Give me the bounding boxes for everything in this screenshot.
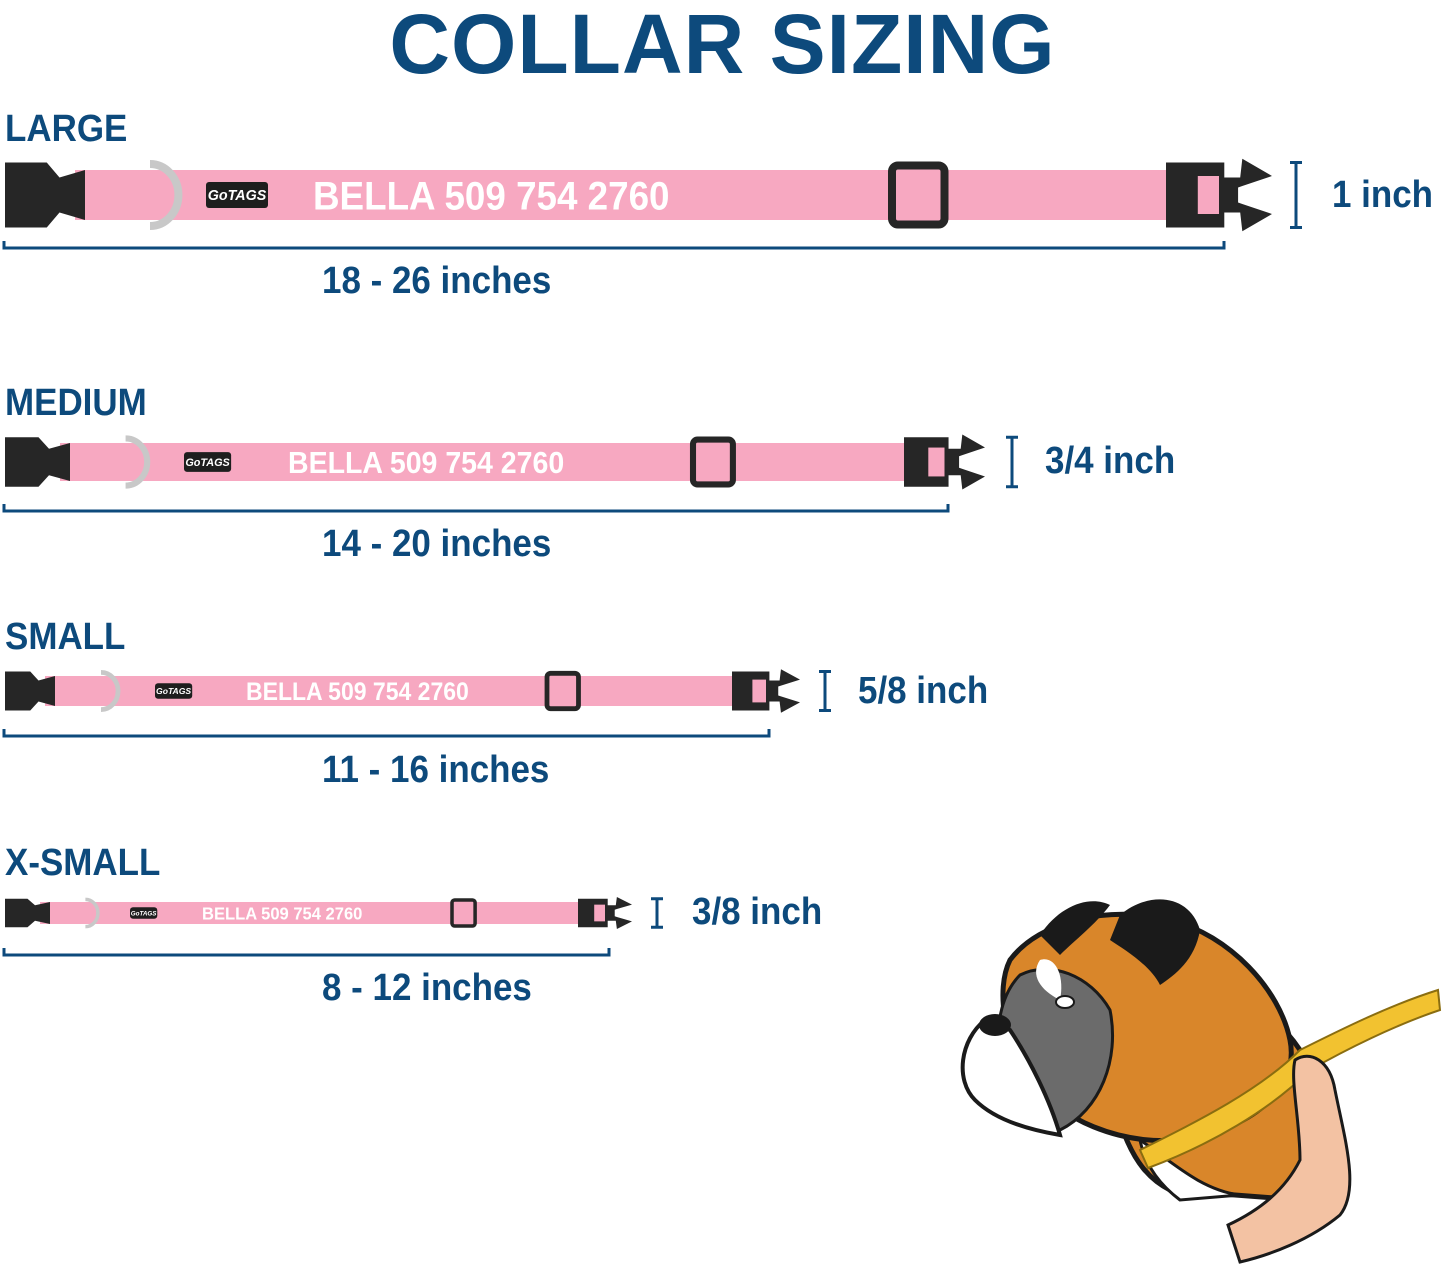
buckle-window [594, 904, 605, 922]
d-ring-icon [149, 160, 183, 230]
width-bracket-icon [651, 897, 663, 929]
width-large: 1 inch [1332, 174, 1434, 216]
collar-name-text: BELLA 509 754 2760 [202, 903, 362, 924]
page-title: COLLAR SIZING [389, 0, 1056, 91]
buckle-female-icon [5, 898, 50, 928]
slider-icon [888, 161, 949, 229]
width-small: 5/8 inch [858, 670, 989, 712]
collar-large: GoTAGS BELLA 509 754 2760 [2, 158, 1302, 250]
collar-name-text: BELLA 509 754 2760 [313, 174, 670, 219]
range-small: 11 - 16 inches [322, 749, 550, 791]
width-xsmall: 3/8 inch [692, 891, 823, 933]
collar-medium: GoTAGS BELLA 509 754 2760 [2, 434, 1018, 513]
buckle-window [752, 679, 766, 703]
buckle-female-icon [5, 437, 70, 487]
logo-text: GoTAGS [131, 910, 158, 917]
logo-tag [206, 182, 268, 208]
buckle-female-icon [5, 162, 85, 228]
slider-icon [544, 670, 581, 712]
collar-name-text: BELLA 509 754 2760 [246, 678, 469, 706]
slider-icon [450, 898, 477, 928]
buckle-window [928, 447, 945, 477]
range-large: 18 - 26 inches [322, 260, 552, 302]
logo-text: GoTAGS [185, 457, 230, 469]
size-label-large: LARGE [5, 108, 128, 150]
length-measure-line [2, 504, 950, 513]
range-xsmall: 8 - 12 inches [322, 967, 532, 1009]
logo-tag [184, 452, 232, 472]
buckle-female-icon [5, 671, 55, 711]
logo-text: GoTAGS [208, 188, 267, 204]
collar-xsmall: GoTAGS BELLA 509 754 2760 [2, 897, 663, 957]
boxer-dog-illustration [960, 899, 1442, 1264]
d-ring-icon [125, 435, 151, 489]
collar-small: GoTAGS BELLA 509 754 2760 [2, 669, 831, 738]
d-ring-icon [100, 670, 121, 712]
slider-icon [689, 436, 736, 488]
d-ring-icon [85, 897, 100, 929]
logo-tag [130, 907, 158, 919]
width-bracket-icon [819, 670, 831, 712]
size-label-xsmall: X-SMALL [5, 842, 161, 884]
length-measure-line [2, 729, 771, 738]
size-label-small: SMALL [5, 616, 126, 658]
size-label-medium: MEDIUM [5, 382, 147, 424]
width-bracket-icon [1290, 161, 1302, 229]
collar-name-text: BELLA 509 754 2760 [288, 446, 564, 480]
width-medium: 3/4 inch [1045, 440, 1176, 482]
logo-tag [155, 683, 193, 699]
buckle-window [1197, 176, 1219, 214]
range-medium: 14 - 20 inches [322, 523, 552, 565]
length-measure-line [2, 948, 611, 957]
length-measure-line [2, 241, 1226, 250]
logo-text: GoTAGS [156, 686, 191, 696]
width-bracket-icon [1006, 435, 1018, 489]
